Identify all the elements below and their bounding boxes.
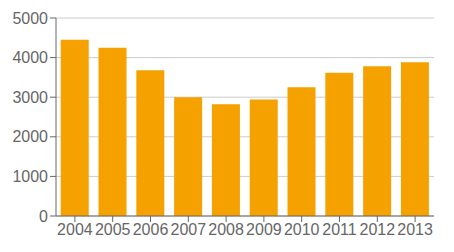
svg-text:5000: 5000 — [12, 10, 48, 27]
svg-text:2012: 2012 — [360, 221, 396, 238]
svg-text:2010: 2010 — [284, 221, 320, 238]
svg-text:2005: 2005 — [95, 221, 131, 238]
svg-text:2006: 2006 — [133, 221, 169, 238]
svg-text:0: 0 — [39, 208, 48, 225]
svg-text:2000: 2000 — [12, 128, 48, 145]
svg-text:4000: 4000 — [12, 49, 48, 66]
svg-text:3000: 3000 — [12, 89, 48, 106]
svg-text:1000: 1000 — [12, 168, 48, 185]
svg-text:2013: 2013 — [397, 221, 433, 238]
svg-text:2009: 2009 — [246, 221, 282, 238]
svg-text:2004: 2004 — [57, 221, 93, 238]
svg-text:2011: 2011 — [322, 221, 357, 238]
svg-text:2008: 2008 — [208, 221, 244, 238]
svg-text:2007: 2007 — [171, 221, 207, 238]
